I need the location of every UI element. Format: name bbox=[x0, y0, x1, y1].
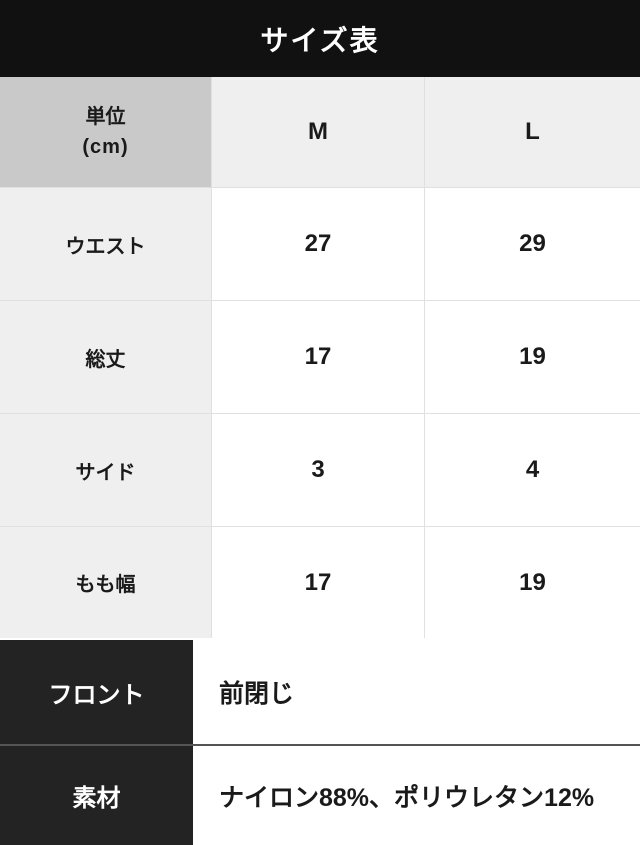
row-label-total-length: 総丈 bbox=[0, 301, 211, 413]
unit-label: 単位 bbox=[85, 106, 126, 128]
value-total-length-m: 17 bbox=[212, 301, 424, 413]
size-column-l: L bbox=[425, 77, 640, 187]
value-thigh-width-l: 19 bbox=[425, 527, 640, 638]
value-side-l: 4 bbox=[425, 414, 640, 526]
value-waist-m: 27 bbox=[212, 188, 424, 300]
row-label-side: サイド bbox=[0, 414, 211, 526]
value-thigh-width-m: 17 bbox=[212, 527, 424, 638]
product-info-section: フロント 前閉じ 素材 ナイロン88%、ポリウレタン12% bbox=[0, 638, 640, 845]
info-value-material: ナイロン88%、ポリウレタン12% bbox=[193, 746, 640, 845]
size-column-m: M bbox=[212, 77, 424, 187]
info-row-material: 素材 ナイロン88%、ポリウレタン12% bbox=[0, 744, 640, 845]
info-value-front: 前閉じ bbox=[193, 640, 640, 744]
value-waist-l: 29 bbox=[425, 188, 640, 300]
size-table: 単位 (cm) M L ウエスト 27 29 総丈 17 19 サイド 3 4 … bbox=[0, 77, 640, 638]
info-label-front: フロント bbox=[0, 640, 193, 744]
row-label-waist: ウエスト bbox=[0, 188, 211, 300]
unit-header-cell: 単位 (cm) bbox=[0, 77, 211, 187]
row-label-thigh-width: もも幅 bbox=[0, 527, 211, 638]
info-label-material: 素材 bbox=[0, 746, 193, 845]
title-bar: サイズ表 bbox=[0, 0, 640, 77]
info-row-front: フロント 前閉じ bbox=[0, 640, 640, 744]
unit-sublabel: (cm) bbox=[82, 136, 129, 158]
value-total-length-l: 19 bbox=[425, 301, 640, 413]
unit-header-text: 単位 (cm) bbox=[82, 102, 128, 162]
page-title: サイズ表 bbox=[260, 24, 380, 56]
value-side-m: 3 bbox=[212, 414, 424, 526]
